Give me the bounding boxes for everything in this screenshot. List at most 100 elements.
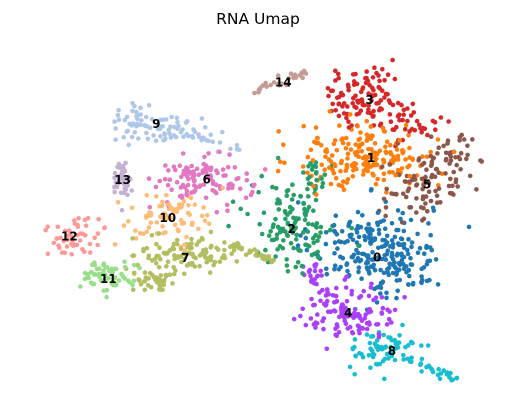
cell-point-cluster-6 <box>204 169 209 175</box>
cell-point-cluster-7 <box>172 254 178 260</box>
cell-point-cluster-3 <box>425 132 430 138</box>
cell-point-cluster-8 <box>382 376 387 382</box>
cell-point-cluster-6 <box>181 171 186 176</box>
cell-point-cluster-4 <box>315 312 320 317</box>
cell-point-cluster-9 <box>217 140 223 145</box>
cell-point-cluster-6 <box>180 151 186 156</box>
cluster-label-2: 2 <box>288 222 296 236</box>
cell-point-cluster-12 <box>96 216 101 222</box>
cell-point-cluster-6 <box>194 166 200 172</box>
cell-point-cluster-8 <box>401 353 406 358</box>
cell-point-cluster-6 <box>184 165 189 170</box>
cell-point-cluster-7 <box>236 242 241 247</box>
cell-point-cluster-1 <box>339 158 345 164</box>
cell-point-cluster-13 <box>120 163 126 169</box>
cell-point-cluster-2 <box>293 237 299 242</box>
cell-point-cluster-2 <box>299 263 305 269</box>
cell-point-cluster-1 <box>363 159 369 165</box>
cell-point-cluster-7 <box>178 246 184 252</box>
cell-point-cluster-5 <box>467 173 473 179</box>
cell-point-cluster-1 <box>313 125 319 130</box>
cell-point-cluster-13 <box>118 172 123 178</box>
cell-point-cluster-6 <box>214 210 220 215</box>
cell-point-cluster-5 <box>383 205 389 210</box>
cell-point-cluster-13 <box>112 170 118 176</box>
cell-point-cluster-1 <box>346 141 351 147</box>
cell-point-cluster-6 <box>250 189 255 195</box>
cell-point-cluster-2 <box>273 185 279 191</box>
cell-point-cluster-6 <box>224 202 230 208</box>
cell-point-cluster-7 <box>190 260 195 266</box>
cell-point-cluster-1 <box>344 180 350 185</box>
cell-point-cluster-8 <box>370 354 376 360</box>
cell-point-cluster-12 <box>62 250 68 256</box>
cell-point-cluster-5 <box>447 161 452 166</box>
cell-point-cluster-0 <box>339 229 345 234</box>
cell-point-cluster-7 <box>197 263 202 269</box>
cell-point-cluster-3 <box>377 86 383 91</box>
cell-point-cluster-1 <box>371 161 376 167</box>
cell-point-cluster-8 <box>350 346 356 351</box>
cell-point-cluster-2 <box>307 174 312 180</box>
cell-point-cluster-6 <box>182 184 188 190</box>
cell-point-cluster-11 <box>122 276 127 281</box>
cell-point-cluster-2 <box>313 164 319 170</box>
cell-point-cluster-9 <box>174 115 180 121</box>
cell-point-cluster-0 <box>419 266 425 272</box>
cell-point-cluster-1 <box>393 172 399 178</box>
cell-point-cluster-8 <box>409 355 414 361</box>
cell-point-cluster-1 <box>424 154 430 159</box>
cell-point-cluster-4 <box>366 293 372 299</box>
cell-point-cluster-4 <box>360 326 366 331</box>
cell-point-cluster-3 <box>377 108 382 113</box>
cell-point-cluster-11 <box>130 282 135 288</box>
cell-point-cluster-9 <box>201 136 207 141</box>
cell-point-cluster-2 <box>275 197 281 202</box>
cell-point-cluster-8 <box>352 337 358 342</box>
cell-point-cluster-1 <box>331 170 337 176</box>
cell-point-cluster-13 <box>122 186 128 191</box>
cell-point-cluster-6 <box>167 177 173 182</box>
cell-point-cluster-10 <box>144 229 150 235</box>
cell-point-cluster-11 <box>97 271 102 277</box>
cell-point-cluster-5 <box>434 193 440 198</box>
cell-point-cluster-3 <box>344 115 349 121</box>
cell-point-cluster-1 <box>380 125 386 131</box>
cell-point-cluster-10 <box>121 223 127 228</box>
cell-point-cluster-1 <box>310 158 316 163</box>
cell-point-cluster-0 <box>415 250 421 256</box>
cluster-label-4: 4 <box>344 306 352 320</box>
cell-point-cluster-12 <box>45 224 50 229</box>
cell-point-cluster-1 <box>359 149 365 154</box>
cell-point-cluster-0 <box>410 282 416 287</box>
cell-point-cluster-0 <box>332 240 338 245</box>
cell-point-cluster-1 <box>384 139 390 144</box>
cell-point-cluster-5 <box>453 155 458 160</box>
cell-point-cluster-12 <box>83 223 89 228</box>
cell-point-cluster-0 <box>415 231 420 237</box>
cell-point-cluster-10 <box>144 192 149 198</box>
cell-point-cluster-0 <box>419 274 424 279</box>
cell-point-cluster-0 <box>375 222 381 228</box>
cell-point-cluster-2 <box>284 257 290 262</box>
cell-point-cluster-10 <box>187 212 192 218</box>
cell-point-cluster-7 <box>189 236 194 242</box>
cell-point-cluster-3 <box>382 78 387 83</box>
cell-point-cluster-13 <box>121 190 127 195</box>
cell-point-cluster-0 <box>424 278 430 284</box>
cell-point-cluster-5 <box>381 196 387 202</box>
cell-point-cluster-14 <box>292 72 298 77</box>
cell-point-cluster-0 <box>354 227 359 232</box>
cell-point-cluster-2 <box>263 247 268 253</box>
cell-point-cluster-8 <box>436 366 442 372</box>
cell-point-cluster-0 <box>426 221 431 226</box>
cell-point-cluster-2 <box>280 245 286 251</box>
cell-point-cluster-0 <box>370 236 375 241</box>
cell-point-cluster-7 <box>199 235 205 241</box>
cell-point-cluster-9 <box>203 125 208 130</box>
cell-point-cluster-0 <box>408 255 413 261</box>
cell-point-cluster-0 <box>401 266 407 272</box>
cell-point-cluster-9 <box>113 137 118 142</box>
cell-point-cluster-6 <box>179 195 185 200</box>
cell-point-cluster-4 <box>349 330 355 335</box>
